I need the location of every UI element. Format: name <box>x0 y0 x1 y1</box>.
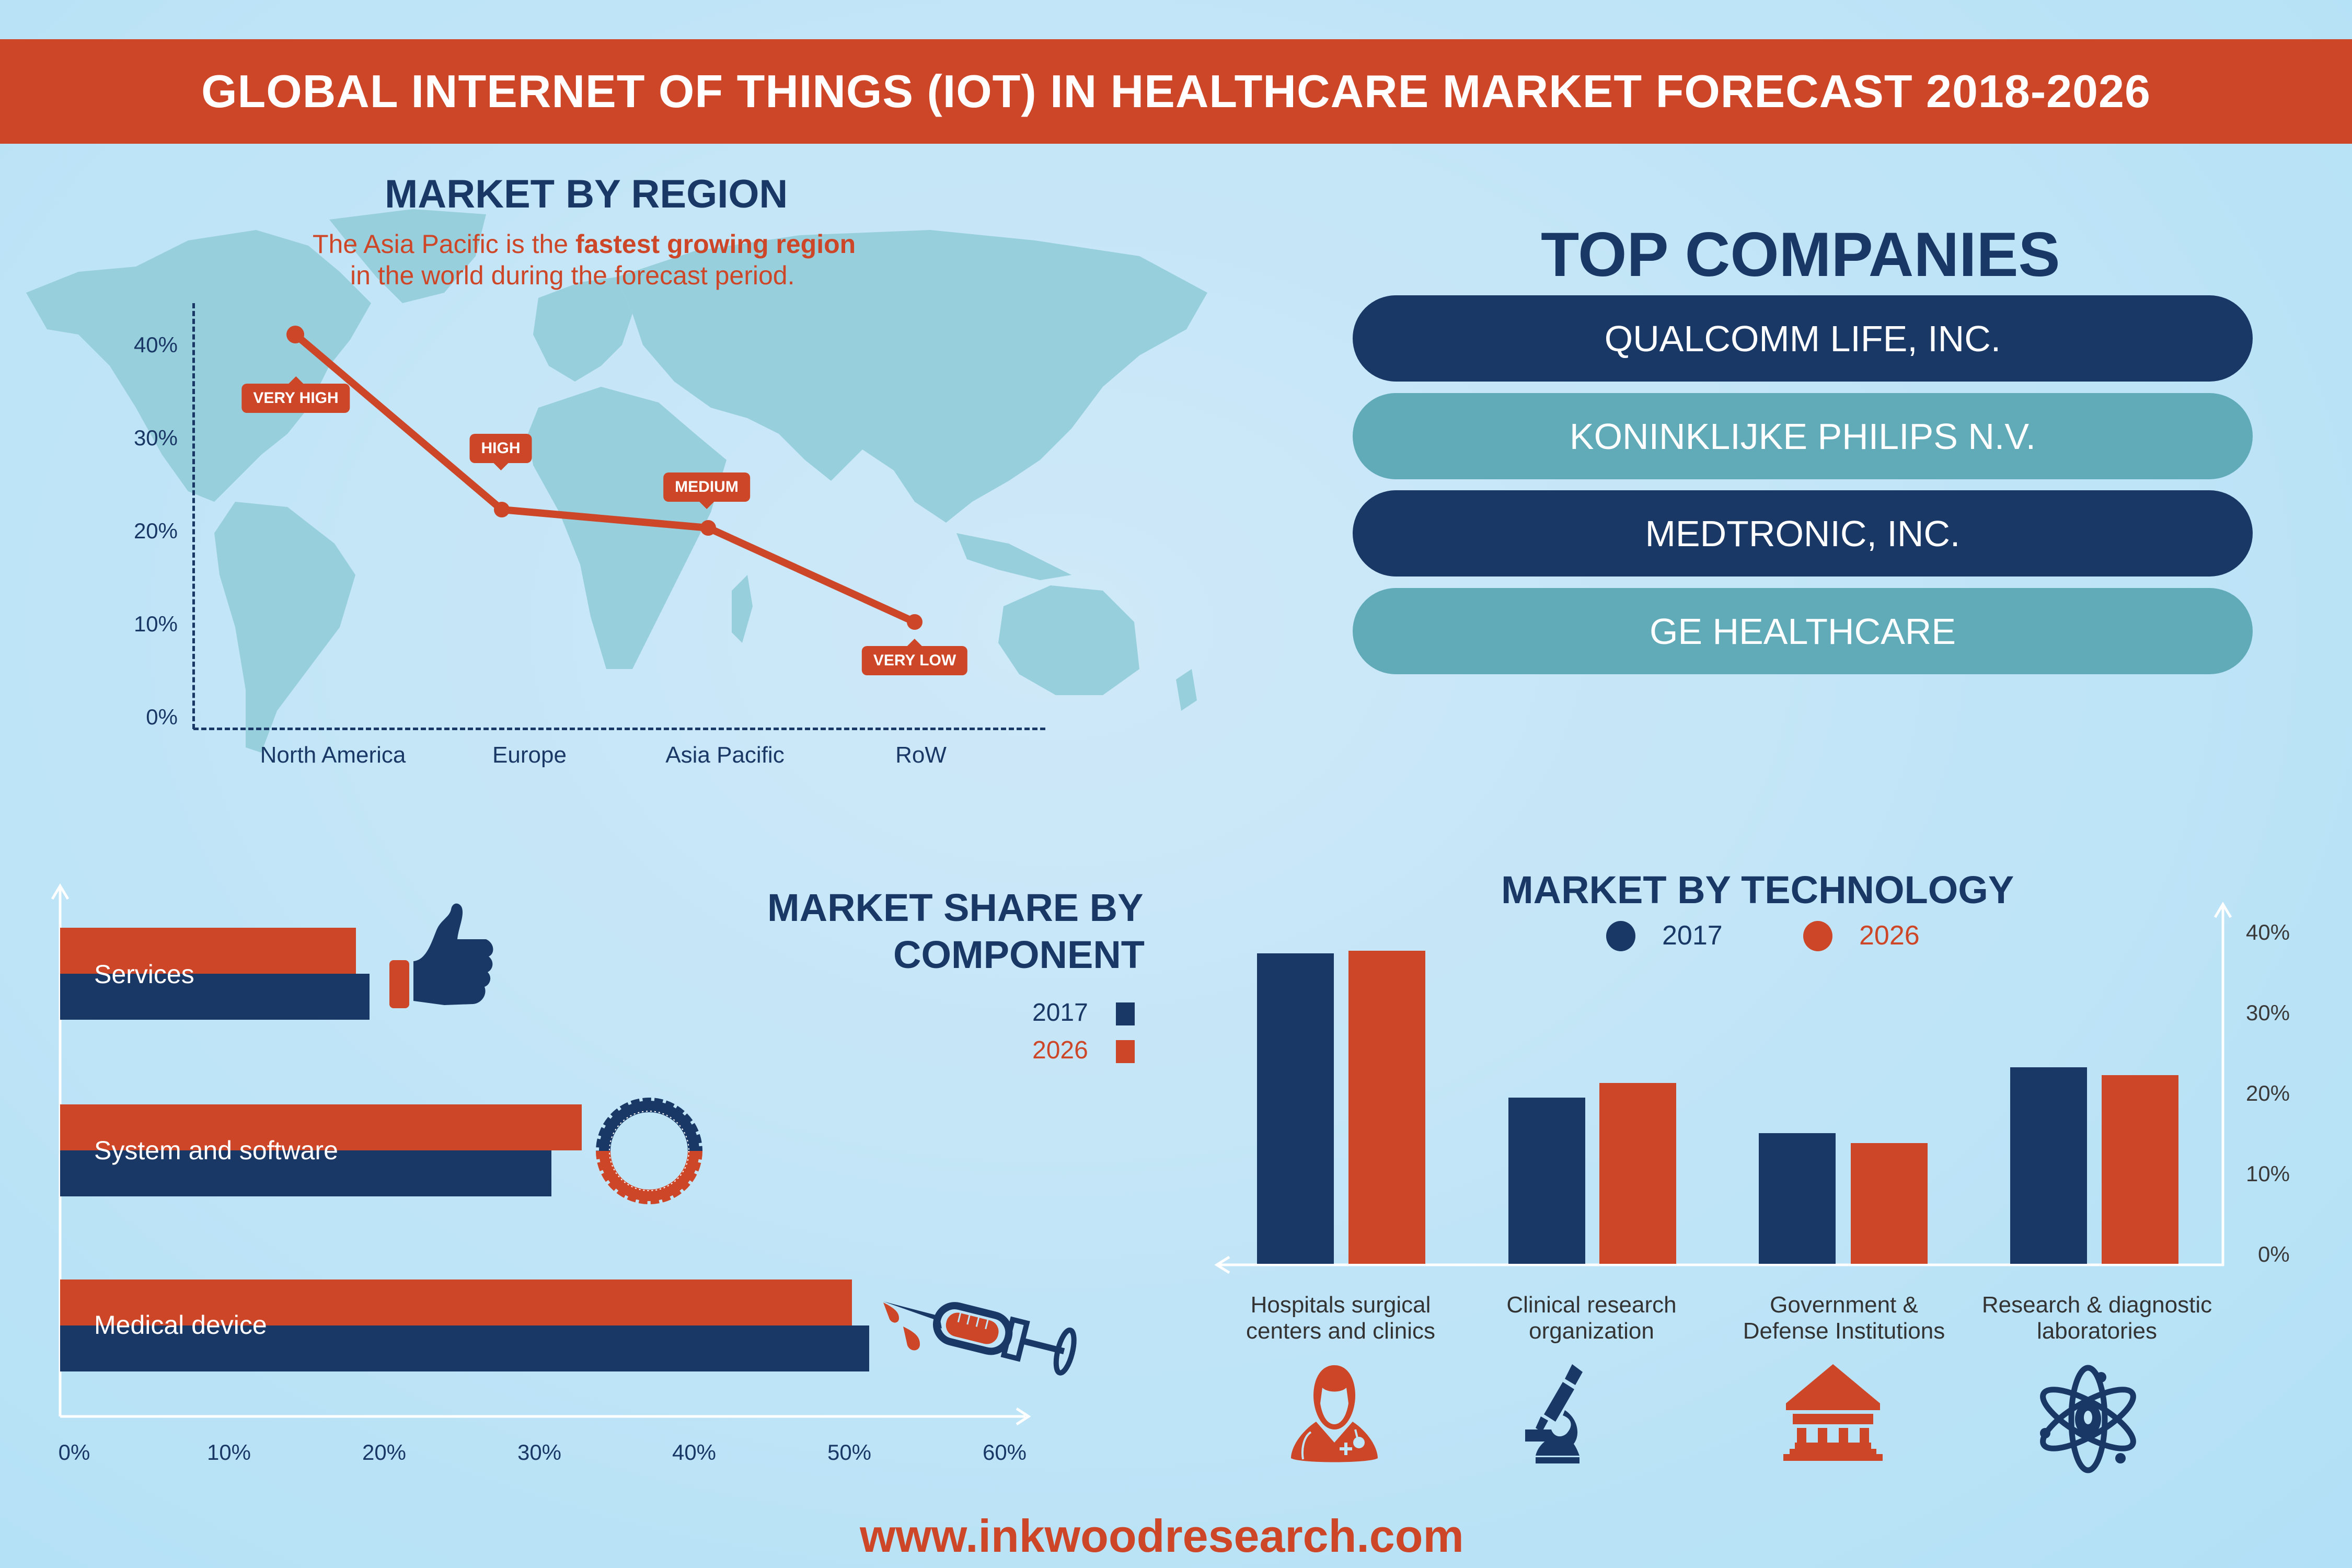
data-point-north-america <box>286 326 304 343</box>
technology-y-tick: 30% <box>2246 1000 2290 1025</box>
legend-swatch-2017 <box>1116 1002 1135 1025</box>
technology-y-tick: 0% <box>2258 1242 2290 1266</box>
region-subtitle-bold: fastest growing region <box>575 229 856 259</box>
bar-medical-2026 <box>60 1279 852 1325</box>
region-line-series <box>286 326 923 630</box>
company-pill: MEDTRONIC, INC. <box>1353 490 2253 577</box>
category-line2: laboratories <box>2037 1318 2157 1344</box>
region-y-tick: 0% <box>146 705 178 729</box>
region-x-label: North America <box>260 742 406 768</box>
microscope-icon <box>1525 1364 1583 1463</box>
bar-label-system: System and software <box>94 1136 338 1165</box>
bar-hospitals-2026 <box>1348 951 1425 1264</box>
region-title: MARKET BY REGION <box>385 172 788 216</box>
component-x-tick: 10% <box>206 1440 251 1465</box>
companies-title: TOP COMPANIES <box>1541 220 2060 290</box>
component-x-tick: 0% <box>58 1440 90 1465</box>
technology-category-label: Government & Defense Institutions <box>1724 1292 1964 1344</box>
syringe-icon <box>883 1301 1077 1376</box>
region-x-label: Asia Pacific <box>665 742 785 768</box>
region-x-label: Europe <box>492 742 567 768</box>
component-x-tick: 50% <box>827 1440 872 1465</box>
legend-dot-2017 <box>1606 921 1635 951</box>
legend-swatch-2026 <box>1116 1040 1135 1063</box>
region-subtitle-plain: The Asia Pacific is the <box>313 229 576 259</box>
component-legend-2017: 2017 <box>1032 999 1088 1027</box>
region-x-axis <box>193 728 1045 730</box>
company-pill: GE HEALTHCARE <box>1353 588 2253 674</box>
footer-url[interactable]: www.inkwoodresearch.com <box>860 1510 1464 1562</box>
callout-very-high: VERY HIGH <box>241 384 350 413</box>
technology-title: MARKET BY TECHNOLOGY <box>1501 868 2014 912</box>
region-y-tick: 20% <box>133 518 178 543</box>
bar-government-2026 <box>1851 1143 1928 1264</box>
component-x-tick: 30% <box>517 1440 562 1465</box>
region-x-label: RoW <box>895 742 947 768</box>
header-banner: GLOBAL INTERNET OF THINGS (IOT) IN HEALT… <box>0 39 2352 144</box>
region-y-axis <box>192 303 195 729</box>
component-legend-2026: 2026 <box>1032 1036 1088 1064</box>
component-title-line2: COMPONENT <box>893 933 1145 976</box>
component-x-tick: 20% <box>362 1440 407 1465</box>
technology-y-tick: 10% <box>2246 1161 2290 1186</box>
data-point-europe <box>494 502 510 517</box>
bar-label-services: Services <box>94 960 194 989</box>
bar-research-2017 <box>2010 1067 2087 1264</box>
data-point-asia-pacific <box>700 520 716 536</box>
callout-high: HIGH <box>469 434 532 463</box>
technology-category-label: Research & diagnostic laboratories <box>1977 1292 2217 1344</box>
component-title-line1: MARKET SHARE BY <box>767 886 1144 929</box>
company-pill: KONINKLIJKE PHILIPS N.V. <box>1353 393 2253 479</box>
component-x-tick: 40% <box>672 1440 717 1465</box>
callout-medium: MEDIUM <box>663 472 750 502</box>
bar-system-2026 <box>60 1104 582 1150</box>
technology-legend-2017: 2017 <box>1662 920 1723 951</box>
bar-services-2017 <box>60 974 370 1020</box>
category-line1: Research & diagnostic <box>1981 1292 2212 1318</box>
category-line1: Hospitals surgical <box>1250 1292 1431 1318</box>
institution-icon <box>1783 1364 1883 1461</box>
region-y-tick: 40% <box>133 332 178 357</box>
technology-y-tick: 20% <box>2246 1081 2290 1105</box>
atom-icon <box>2040 1365 2136 1473</box>
thumbs-up-icon <box>389 903 493 1008</box>
bar-services-2026 <box>60 928 356 974</box>
data-point-row <box>907 614 923 630</box>
bar-clinical-2026 <box>1599 1083 1676 1264</box>
region-subtitle-line2: in the world during the forecast period. <box>350 261 795 290</box>
category-line2: organization <box>1529 1318 1654 1344</box>
callout-very-low: VERY LOW <box>861 646 968 675</box>
gear-ring-icon <box>596 1098 702 1204</box>
region-subtitle-line1: The Asia Pacific is the fastest growing … <box>313 229 856 259</box>
category-line1: Government & <box>1770 1292 1918 1318</box>
doctor-icon <box>1291 1365 1378 1462</box>
bar-government-2017 <box>1759 1133 1836 1264</box>
bar-research-2026 <box>2102 1075 2178 1264</box>
bar-system-2017 <box>60 1150 551 1196</box>
region-y-tick: 30% <box>133 425 178 450</box>
technology-y-tick: 40% <box>2246 920 2290 944</box>
technology-category-label: Clinical research organization <box>1471 1292 1712 1344</box>
company-pill: QUALCOMM LIFE, INC. <box>1353 295 2253 382</box>
category-line1: Clinical research <box>1506 1292 1677 1318</box>
bar-hospitals-2017 <box>1257 953 1334 1264</box>
bar-clinical-2017 <box>1508 1098 1585 1264</box>
bar-medical-2017 <box>60 1325 869 1371</box>
page-title: GLOBAL INTERNET OF THINGS (IOT) IN HEALT… <box>201 65 2151 117</box>
technology-legend-2026: 2026 <box>1859 920 1920 951</box>
category-line2: Defense Institutions <box>1743 1318 1945 1344</box>
legend-dot-2026 <box>1803 921 1832 951</box>
region-y-tick: 10% <box>133 612 178 636</box>
world-map-icon <box>26 209 1207 753</box>
technology-axes <box>0 0 2352 1307</box>
technology-category-label: Hospitals surgical centers and clinics <box>1220 1292 1461 1344</box>
category-line2: centers and clinics <box>1246 1318 1435 1344</box>
bar-label-medical: Medical device <box>94 1310 267 1340</box>
component-x-tick: 60% <box>982 1440 1027 1465</box>
